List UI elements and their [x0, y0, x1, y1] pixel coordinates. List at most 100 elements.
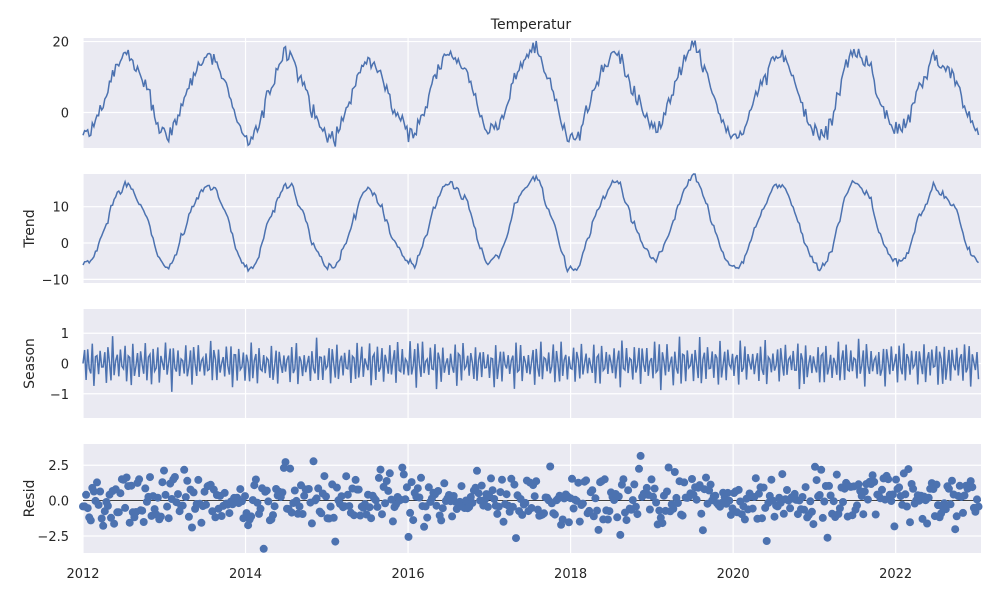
- resid-point: [702, 473, 710, 482]
- resid-point: [183, 476, 192, 485]
- resid-point: [502, 490, 511, 499]
- resid-point: [122, 473, 131, 482]
- resid-point: [952, 512, 961, 521]
- resid-point: [767, 475, 776, 484]
- resid-point: [208, 507, 217, 516]
- resid-point: [188, 523, 196, 532]
- y-axis-label: Resid: [22, 480, 38, 518]
- x-tick-label: 2014: [229, 567, 262, 582]
- resid-point: [236, 485, 245, 494]
- resid-point: [860, 487, 869, 496]
- resid-point: [326, 502, 335, 511]
- resid-point: [759, 483, 768, 492]
- resid-point: [180, 465, 189, 474]
- resid-point: [487, 474, 495, 483]
- resid-point: [588, 486, 597, 495]
- resid-point: [740, 515, 749, 524]
- resid-point: [384, 486, 393, 495]
- resid-point: [619, 475, 628, 484]
- resid-point: [314, 484, 323, 493]
- resid-point: [174, 490, 182, 499]
- resid-point: [902, 502, 911, 511]
- resid-point: [107, 513, 115, 522]
- resid-point: [153, 493, 162, 502]
- resid-point: [622, 516, 631, 525]
- resid-point: [483, 502, 492, 511]
- resid-point: [170, 473, 179, 481]
- resid-point: [550, 510, 559, 519]
- resid-point: [603, 515, 612, 524]
- resid-point: [490, 495, 499, 503]
- resid-point: [530, 492, 539, 501]
- resid-point: [518, 510, 527, 519]
- resid-point: [575, 517, 584, 526]
- resid-point: [286, 464, 295, 473]
- resid-point: [951, 525, 960, 534]
- resid-point: [636, 451, 645, 460]
- resid-point: [512, 534, 520, 543]
- resid-point: [337, 492, 346, 501]
- resid-point: [532, 477, 541, 486]
- resid-point: [139, 518, 148, 526]
- resid-point: [135, 475, 144, 484]
- resid-point: [290, 486, 299, 495]
- resid-point: [974, 502, 983, 511]
- resid-point: [307, 519, 316, 528]
- resid-point: [540, 509, 548, 518]
- resid-point: [496, 488, 505, 497]
- y-axis-label: Season: [22, 338, 38, 389]
- resid-point: [477, 481, 486, 490]
- resid-point: [594, 525, 603, 534]
- resid-point: [269, 511, 277, 520]
- resid-point: [381, 499, 390, 508]
- resid-point: [494, 502, 503, 511]
- resid-point: [859, 510, 868, 519]
- resid-point: [635, 464, 643, 473]
- resid-point: [711, 491, 720, 500]
- y-tick-label: −2.5: [37, 530, 69, 545]
- panel-background: [83, 38, 981, 148]
- chart-title: Temperatur: [490, 17, 572, 33]
- resid-point: [367, 514, 376, 523]
- x-tick-label: 2022: [879, 567, 912, 582]
- resid-point: [343, 490, 352, 499]
- resid-point: [884, 475, 893, 484]
- resid-point: [448, 512, 457, 521]
- resid-point: [103, 501, 112, 510]
- resid-point: [751, 474, 760, 483]
- resid-point: [890, 522, 899, 531]
- resid-point: [790, 489, 799, 498]
- resid-point: [673, 499, 682, 507]
- resid-point: [432, 501, 441, 510]
- resid-point: [378, 510, 386, 519]
- resid-point: [189, 488, 198, 497]
- resid-point: [901, 490, 910, 499]
- resid-point: [402, 483, 411, 492]
- resid-point: [630, 480, 639, 489]
- resid-point: [434, 487, 443, 495]
- resid-point: [779, 509, 788, 518]
- resid-point: [409, 516, 418, 525]
- resid-point: [521, 498, 530, 507]
- resid-point: [817, 465, 826, 474]
- resid-point: [600, 475, 609, 484]
- resid-point: [181, 493, 190, 502]
- resid-point: [342, 472, 351, 481]
- resid-point: [158, 478, 167, 487]
- resid-point: [868, 471, 877, 480]
- resid-point: [247, 512, 256, 521]
- resid-point: [932, 480, 941, 489]
- resid-point: [645, 505, 654, 514]
- resid-point: [322, 492, 330, 501]
- resid-point: [415, 493, 424, 502]
- resid-point: [832, 470, 841, 479]
- resid-point: [351, 475, 360, 484]
- resid-point: [647, 475, 656, 484]
- resid-point: [256, 504, 265, 513]
- resid-point: [628, 496, 637, 505]
- resid-point: [748, 504, 757, 513]
- resid-point: [241, 492, 249, 501]
- resid-point: [574, 478, 583, 487]
- series-line-observed: [82, 40, 980, 147]
- resid-point: [474, 489, 483, 498]
